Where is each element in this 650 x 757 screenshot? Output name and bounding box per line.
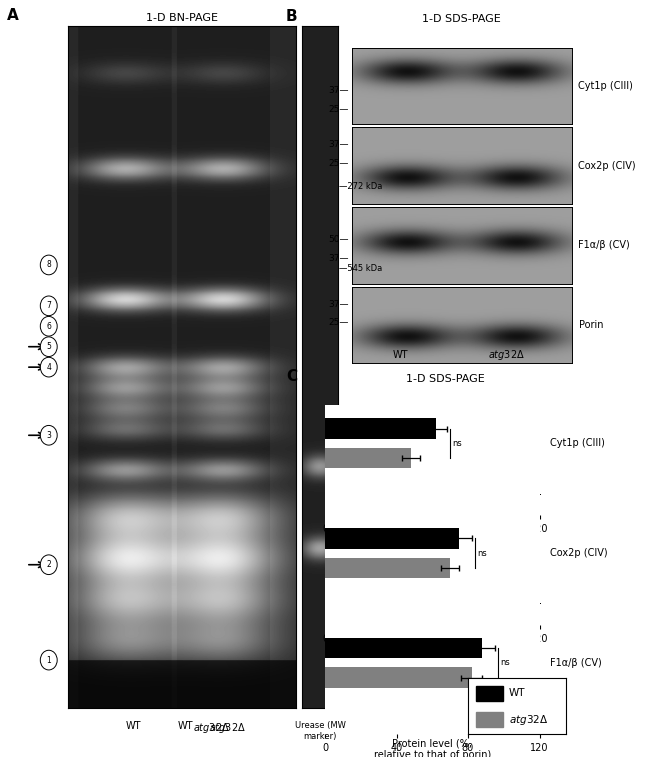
Text: 5: 5: [46, 342, 51, 351]
Bar: [325, 448, 411, 469]
Text: Cyt1p (CIII): Cyt1p (CIII): [550, 438, 605, 448]
Text: 1-D SDS-PAGE: 1-D SDS-PAGE: [406, 374, 485, 384]
Text: C: C: [286, 369, 297, 384]
Text: WT: WT: [509, 688, 525, 699]
Bar: [325, 638, 482, 659]
Text: WT: WT: [177, 721, 193, 731]
Text: 37—: 37—: [328, 86, 349, 95]
Text: $atg32\Delta$: $atg32\Delta$: [193, 721, 229, 735]
Text: 7: 7: [46, 301, 51, 310]
Text: ns: ns: [500, 659, 510, 668]
Text: —272 kDa: —272 kDa: [339, 182, 383, 191]
Text: 1: 1: [46, 656, 51, 665]
Bar: [325, 528, 459, 549]
Bar: [476, 712, 503, 727]
Text: $atg32\Delta$: $atg32\Delta$: [488, 348, 525, 362]
Text: Urease (MW
marker): Urease (MW marker): [294, 721, 346, 741]
Text: 37—: 37—: [328, 141, 349, 149]
Text: Porin: Porin: [578, 320, 603, 330]
Text: 2: 2: [46, 560, 51, 569]
Text: $atg32\Delta$: $atg32\Delta$: [209, 721, 246, 735]
Text: F1α/β (CV): F1α/β (CV): [578, 241, 630, 251]
Text: 50—: 50—: [328, 235, 349, 245]
Text: 4: 4: [46, 363, 51, 372]
Text: 37—: 37—: [328, 300, 349, 309]
Text: A: A: [6, 8, 18, 23]
Text: B: B: [286, 9, 298, 24]
Text: ns: ns: [477, 549, 487, 558]
Text: $atg32\Delta$: $atg32\Delta$: [509, 712, 548, 727]
Text: 1-D SDS-PAGE: 1-D SDS-PAGE: [422, 14, 501, 24]
Text: 25—: 25—: [329, 159, 349, 168]
Text: 1-D BN-PAGE: 1-D BN-PAGE: [146, 13, 218, 23]
Text: Cyt1p (CIII): Cyt1p (CIII): [578, 81, 633, 91]
Text: WT: WT: [125, 721, 141, 731]
Text: 25—: 25—: [329, 318, 349, 327]
Text: F1α/β (CV): F1α/β (CV): [550, 658, 602, 668]
Text: 25—: 25—: [329, 104, 349, 114]
Text: Protein level (%,
relative to that of porin): Protein level (%, relative to that of po…: [374, 738, 491, 757]
Text: ns: ns: [452, 439, 461, 448]
Text: 37—: 37—: [328, 254, 349, 263]
Bar: [325, 668, 472, 688]
Text: —545 kDa: —545 kDa: [339, 264, 383, 273]
Bar: [325, 558, 450, 578]
Text: 3: 3: [46, 431, 51, 440]
Text: 6: 6: [46, 322, 51, 331]
Bar: [476, 686, 503, 701]
Text: WT: WT: [393, 350, 408, 360]
Bar: [325, 419, 436, 439]
Text: Cox2p (CIV): Cox2p (CIV): [550, 548, 608, 558]
Text: 8: 8: [46, 260, 51, 269]
Text: Cox2p (CIV): Cox2p (CIV): [578, 160, 636, 170]
